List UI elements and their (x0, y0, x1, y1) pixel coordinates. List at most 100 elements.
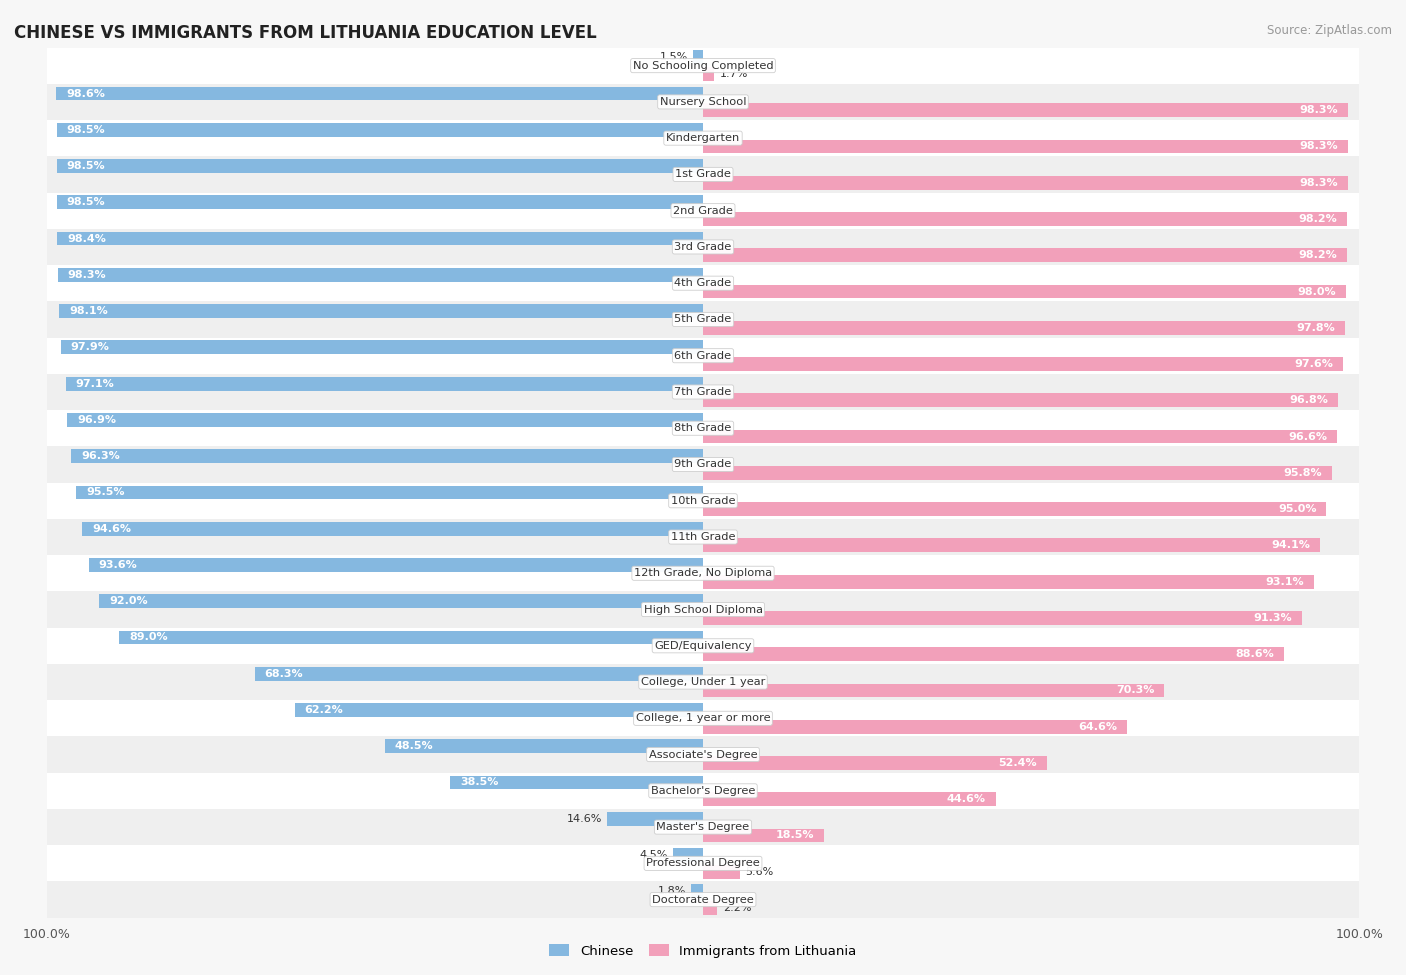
Text: 98.1%: 98.1% (69, 306, 108, 316)
Text: 2nd Grade: 2nd Grade (673, 206, 733, 215)
Text: 68.3%: 68.3% (264, 669, 304, 679)
Bar (100, 595, 703, 608)
Bar (46, 809, 1360, 845)
Bar (703, 394, 1339, 408)
Text: 93.1%: 93.1% (1265, 576, 1303, 587)
Bar (46, 447, 1360, 483)
Text: 10th Grade: 10th Grade (671, 495, 735, 506)
Bar (254, 667, 703, 681)
Text: 93.6%: 93.6% (98, 560, 138, 570)
Text: 98.0%: 98.0% (1298, 287, 1336, 296)
Text: 97.6%: 97.6% (1295, 359, 1333, 370)
Bar (703, 647, 1284, 661)
Text: College, Under 1 year: College, Under 1 year (641, 677, 765, 687)
Bar (607, 812, 703, 826)
Text: 7th Grade: 7th Grade (675, 387, 731, 397)
Bar (46, 700, 1360, 736)
Text: 94.6%: 94.6% (93, 524, 131, 533)
Text: 1st Grade: 1st Grade (675, 170, 731, 179)
Bar (46, 519, 1360, 555)
Text: 70.3%: 70.3% (1116, 685, 1154, 695)
Text: 88.6%: 88.6% (1236, 649, 1274, 659)
Text: 18.5%: 18.5% (776, 831, 814, 840)
Text: 4.5%: 4.5% (640, 850, 668, 860)
Bar (83, 522, 703, 535)
Text: 98.6%: 98.6% (66, 89, 105, 98)
Text: 2.2%: 2.2% (723, 903, 751, 913)
Bar (46, 410, 1360, 447)
Bar (703, 502, 1326, 516)
Bar (46, 229, 1360, 265)
Text: 1.5%: 1.5% (659, 53, 688, 62)
Text: Source: ZipAtlas.com: Source: ZipAtlas.com (1267, 24, 1392, 37)
Text: 14.6%: 14.6% (567, 814, 602, 824)
Bar (58, 232, 703, 246)
Bar (703, 793, 995, 806)
Text: 48.5%: 48.5% (395, 741, 433, 752)
Bar (56, 195, 703, 210)
Bar (295, 703, 703, 717)
Text: 52.4%: 52.4% (998, 758, 1038, 768)
Bar (59, 304, 703, 318)
Bar (703, 67, 714, 81)
Text: High School Diploma: High School Diploma (644, 604, 762, 614)
Bar (46, 773, 1360, 809)
Text: 95.5%: 95.5% (86, 488, 125, 497)
Text: 98.5%: 98.5% (66, 197, 105, 208)
Text: 4th Grade: 4th Grade (675, 278, 731, 289)
Bar (67, 413, 703, 427)
Bar (703, 249, 1347, 262)
Bar (703, 430, 1337, 444)
Bar (673, 848, 703, 862)
Bar (703, 756, 1047, 770)
Bar (703, 538, 1320, 552)
Text: 98.3%: 98.3% (67, 270, 107, 280)
Bar (450, 775, 703, 790)
Bar (46, 483, 1360, 519)
Bar (703, 139, 1348, 153)
Bar (703, 611, 1302, 625)
Text: Doctorate Degree: Doctorate Degree (652, 895, 754, 905)
Text: 92.0%: 92.0% (110, 596, 148, 606)
Bar (72, 449, 703, 463)
Text: CHINESE VS IMMIGRANTS FROM LITHUANIA EDUCATION LEVEL: CHINESE VS IMMIGRANTS FROM LITHUANIA EDU… (14, 24, 596, 42)
Bar (703, 683, 1164, 697)
Bar (703, 829, 824, 842)
Text: 3rd Grade: 3rd Grade (675, 242, 731, 252)
Text: Professional Degree: Professional Degree (647, 858, 759, 869)
Bar (46, 736, 1360, 773)
Text: GED/Equivalency: GED/Equivalency (654, 641, 752, 650)
Bar (703, 357, 1343, 370)
Text: 89.0%: 89.0% (129, 633, 167, 643)
Text: 1.7%: 1.7% (720, 69, 748, 79)
Bar (385, 739, 703, 753)
Text: 6th Grade: 6th Grade (675, 351, 731, 361)
Text: 94.1%: 94.1% (1271, 540, 1310, 550)
Bar (693, 51, 703, 64)
Text: 1.8%: 1.8% (658, 886, 686, 896)
Text: 97.9%: 97.9% (70, 342, 110, 352)
Text: 98.4%: 98.4% (67, 234, 105, 244)
Text: 95.8%: 95.8% (1284, 468, 1322, 478)
Text: 12th Grade, No Diploma: 12th Grade, No Diploma (634, 568, 772, 578)
Text: 44.6%: 44.6% (946, 795, 986, 804)
Bar (46, 845, 1360, 881)
Bar (703, 176, 1348, 190)
Bar (703, 720, 1126, 733)
Text: 95.0%: 95.0% (1278, 504, 1316, 514)
Text: 98.2%: 98.2% (1299, 214, 1337, 224)
Bar (46, 337, 1360, 373)
Text: 96.3%: 96.3% (82, 451, 120, 461)
Text: 98.5%: 98.5% (66, 125, 105, 135)
Bar (46, 156, 1360, 192)
Bar (46, 48, 1360, 84)
Bar (46, 84, 1360, 120)
Bar (46, 265, 1360, 301)
Bar (46, 301, 1360, 337)
Text: No Schooling Completed: No Schooling Completed (633, 60, 773, 70)
Text: 98.2%: 98.2% (1299, 251, 1337, 260)
Bar (46, 592, 1360, 628)
Text: Bachelor's Degree: Bachelor's Degree (651, 786, 755, 796)
Text: 98.3%: 98.3% (1299, 177, 1339, 188)
Bar (46, 555, 1360, 592)
